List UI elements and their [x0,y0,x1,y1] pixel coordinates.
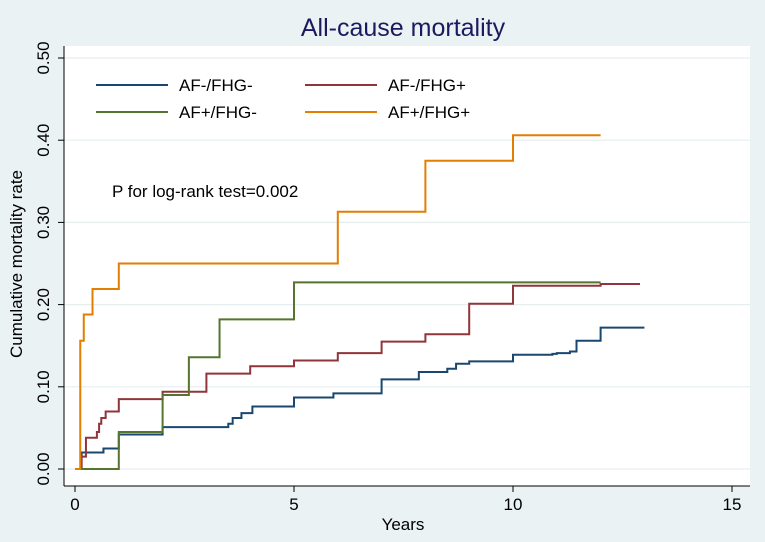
legend-label-af-neg-fhg-pos: AF-/FHG+ [388,76,466,95]
x-tick-label: 5 [289,495,298,514]
x-tick-label: 0 [70,495,79,514]
series-line-af-pos-fhg-pos [75,134,601,470]
y-axis-title: Cumulative mortality rate [7,170,26,358]
x-tick-label: 15 [723,495,742,514]
y-tick-label: 0.20 [34,288,53,321]
y-tick-label: 0.00 [34,452,53,485]
y-tick-label: 0.10 [34,370,53,403]
series-line-af-neg-fhg-pos [75,283,641,470]
legend-label-af-neg-fhg-neg: AF-/FHG- [179,76,253,95]
x-tick-label: 10 [504,495,523,514]
gridlines [64,57,750,470]
legend-label-af-pos-fhg-neg: AF+/FHG- [179,103,257,122]
y-tick-label: 0.30 [34,206,53,239]
chart-title: All-cause mortality [301,14,506,42]
series-lines [75,134,645,470]
axes: 0.00 0.10 0.20 0.30 0.40 0.50 0 5 10 15 [34,41,750,514]
legend-label-af-pos-fhg-pos: AF+/FHG+ [388,103,470,122]
legend: AF-/FHG- AF-/FHG+ AF+/FHG- AF+/FHG+ [96,76,470,122]
y-tick-label: 0.50 [34,41,53,74]
series-line-af-pos-fhg-neg [75,281,601,470]
series-line-af-neg-fhg-neg [75,326,645,470]
plot-area [64,46,750,486]
log-rank-annotation: P for log-rank test=0.002 [112,182,298,201]
x-axis-title: Years [382,515,425,534]
y-tick-label: 0.40 [34,124,53,157]
